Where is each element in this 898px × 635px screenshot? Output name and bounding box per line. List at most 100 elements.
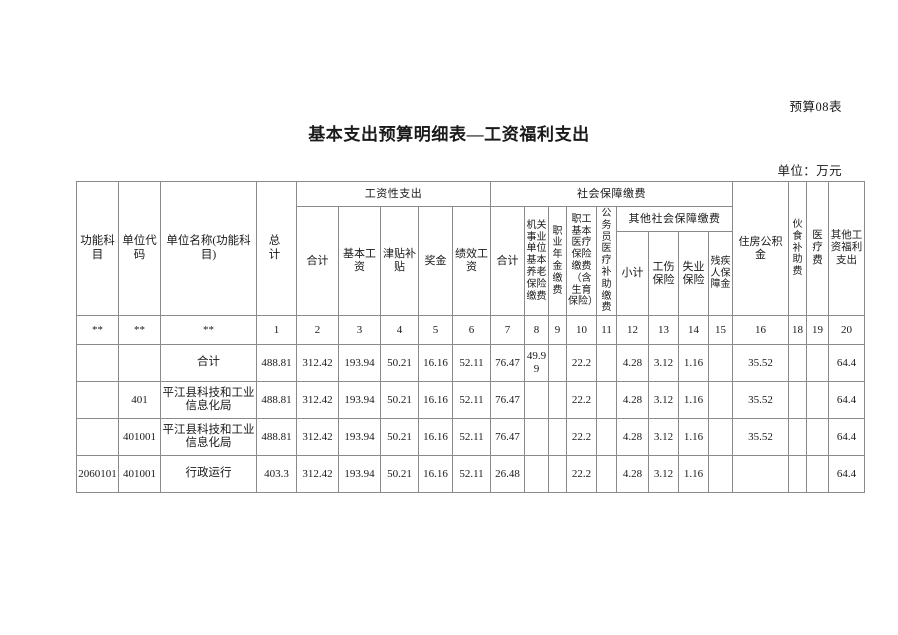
column-index-cell: 3	[338, 315, 381, 346]
cell-occupational-annuity	[548, 418, 568, 457]
cell-injury-insurance: 3.12	[648, 418, 680, 457]
cell-occupational-annuity	[548, 344, 568, 383]
cell-medical-fee	[806, 344, 830, 383]
column-header-injury-insurance: 工伤保险	[648, 230, 680, 317]
column-index-cell: 19	[806, 315, 830, 346]
cell-unemployment-ins: 1.16	[678, 381, 710, 420]
cell-basic-pension: 49.99	[524, 344, 550, 383]
cell-social-total: 26.48	[490, 455, 526, 494]
unit-note: 单位：万元	[777, 164, 842, 178]
cell-unit-code: 401001	[118, 418, 161, 457]
cell-injury-insurance: 3.12	[648, 381, 680, 420]
column-header-unit-name: 单位名称(功能科目)	[160, 180, 257, 317]
cell-basic-wage: 193.94	[338, 344, 381, 383]
cell-meal-subsidy	[788, 418, 808, 457]
cell-performance-wage: 52.11	[451, 344, 492, 383]
column-index-cell: 16	[732, 315, 790, 346]
cell-medical-fee	[806, 455, 830, 494]
column-index-cell: 20	[828, 315, 866, 346]
table-row: 合计 488.81 312.42 193.94 50.21 16.16 52.11 76.47…	[76, 344, 866, 383]
column-index-cell: 15	[708, 315, 734, 346]
column-index-cell: **	[76, 315, 119, 346]
cell-other-wage-benefit: 64.4	[828, 381, 866, 420]
column-header-occupational-annuity: 职业年金缴费	[548, 205, 568, 317]
cell-performance-wage: 52.11	[451, 418, 492, 457]
header-row-subgroup: 合计 基本工资 津贴补贴 奖金 绩效工资 合计 机关事业单位基本养老保险缴费 职业年金缴费 职工…	[77, 205, 865, 317]
column-index-cell: 14	[678, 315, 710, 346]
column-index-cell: 8	[524, 315, 550, 346]
table-body: ** ** ** 1 2 3 4 5 6 7 8 9 10 11 12 13 14 15 16 18 19 20 合计 488…	[76, 315, 866, 494]
cell-medical-fee	[806, 418, 830, 457]
column-index-cell: **	[118, 315, 161, 346]
cell-allowance: 50.21	[380, 344, 419, 383]
cell-medical-insurance: 22.2	[566, 418, 598, 457]
cell-meal-subsidy	[788, 381, 808, 420]
cell-wage-total: 312.42	[296, 344, 339, 383]
cell-medical-insurance: 22.2	[566, 344, 598, 383]
cell-injury-insurance: 3.12	[648, 455, 680, 494]
column-header-unit-code: 单位代码	[118, 180, 161, 317]
column-index-cell: 10	[566, 315, 598, 346]
cell-allowance: 50.21	[380, 455, 419, 494]
cell-unemployment-ins: 1.16	[678, 455, 710, 494]
column-header-civil-medical-subsidy: 公务员医疗补助缴费	[596, 205, 618, 317]
column-header-disability-fund: 残疾人保障金	[708, 230, 734, 317]
cell-civil-medical-subsidy	[596, 418, 618, 457]
cell-basic-pension	[524, 418, 550, 457]
cell-other-subtotal: 4.28	[616, 344, 650, 383]
column-header-basic-wage: 基本工资	[338, 205, 381, 317]
column-index-cell: 12	[616, 315, 650, 346]
cell-unemployment-ins: 1.16	[678, 418, 710, 457]
cell-allowance: 50.21	[380, 418, 419, 457]
column-header-other-subtotal: 小计	[616, 230, 650, 317]
cell-housing-fund: 35.52	[732, 344, 790, 383]
column-index-cell: 2	[296, 315, 339, 346]
cell-func-subject	[76, 418, 119, 457]
cell-social-total: 76.47	[490, 381, 526, 420]
cell-performance-wage: 52.11	[451, 455, 492, 494]
cell-disability-fund	[708, 381, 734, 420]
cell-other-subtotal: 4.28	[616, 381, 650, 420]
cell-basic-wage: 193.94	[338, 455, 381, 494]
table-row: 401001 平江县科技和工业信息化局 488.81 312.42 193.94 50.2…	[76, 418, 866, 457]
cell-basic-wage: 193.94	[338, 418, 381, 457]
cell-other-wage-benefit: 64.4	[828, 455, 866, 494]
column-header-wage-total: 合计	[296, 205, 339, 317]
column-header-allowance: 津贴补贴	[380, 205, 419, 317]
cell-unit-code: 401001	[118, 455, 161, 494]
column-index-cell: 4	[380, 315, 419, 346]
cell-unemployment-ins: 1.16	[678, 344, 710, 383]
cell-housing-fund: 35.52	[732, 418, 790, 457]
cell-basic-wage: 193.94	[338, 381, 381, 420]
table-row: 2060101 401001 行政运行 403.3 312.42 193.94 50.21 1…	[76, 455, 866, 494]
column-header-performance-wage: 绩效工资	[451, 205, 492, 317]
cell-injury-insurance: 3.12	[648, 344, 680, 383]
cell-disability-fund	[708, 418, 734, 457]
column-index-cell: 9	[548, 315, 568, 346]
cell-bonus: 16.16	[418, 381, 453, 420]
column-header-other-wage-benefit: 其他工资福利支出	[828, 180, 866, 317]
cell-unit-name: 平江县科技和工业信息化局	[160, 418, 257, 457]
cell-social-total: 76.47	[490, 344, 526, 383]
cell-func-subject	[76, 344, 119, 383]
cell-grand-total: 403.3	[256, 455, 297, 494]
budget-detail-table: 功能科目 单位代码 单位名称(功能科目) 总 计工资性支出 社会保障缴费 住房公积金 伙食补…	[76, 180, 866, 494]
cell-performance-wage: 52.11	[451, 381, 492, 420]
cell-grand-total: 488.81	[256, 344, 297, 383]
cell-allowance: 50.21	[380, 381, 419, 420]
cell-other-subtotal: 4.28	[616, 455, 650, 494]
column-index-cell: 1	[256, 315, 297, 346]
cell-unit-name: 平江县科技和工业信息化局	[160, 381, 257, 420]
column-header-unemployment-ins: 失业保险	[678, 230, 710, 317]
cell-func-subject	[76, 381, 119, 420]
column-header-basic-pension: 机关事业单位基本养老保险缴费	[524, 205, 550, 317]
column-header-meal-subsidy: 伙食补助费	[788, 180, 808, 317]
cell-medical-insurance: 22.2	[566, 455, 598, 494]
document-code-label: 预算08表	[789, 100, 842, 114]
cell-medical-fee	[806, 381, 830, 420]
column-header-medical-fee: 医疗费	[806, 180, 830, 317]
column-header-social-total: 合计	[490, 205, 526, 317]
cell-grand-total: 488.81	[256, 381, 297, 420]
column-index-cell: 11	[596, 315, 618, 346]
